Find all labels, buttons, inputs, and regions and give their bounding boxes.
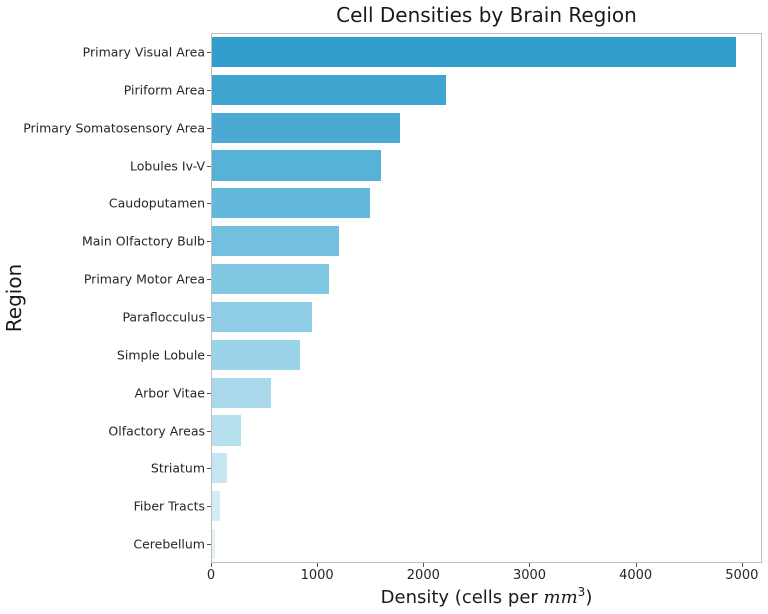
y-tick-label: Arbor Vitae [134,385,205,401]
bar [212,491,220,522]
y-tick-label: Primary Visual Area [82,44,205,60]
y-tick-mark [207,51,211,53]
y-tick-label: Main Olfactory Bulb [81,233,205,249]
bar [212,150,381,181]
y-tick-mark [207,392,211,394]
y-tick-label: Primary Motor Area [83,271,205,287]
bar [212,112,400,143]
x-axis-label-suffix: ) [585,587,593,608]
x-axis-label: Density (cells per mm3) [211,585,762,608]
x-tick-label: 3000 [512,568,547,583]
chart-title: Cell Densities by Brain Region [336,3,637,27]
plot-area [211,33,762,563]
y-tick-mark [207,203,211,205]
y-tick-mark [207,316,211,318]
bar [212,301,312,333]
bar [212,74,446,105]
y-tick-label: Paraflocculus [122,309,205,325]
bar [212,36,737,68]
y-tick-label: Fiber Tracts [133,498,205,514]
x-axis-label-exponent: 3 [577,585,586,599]
x-tick-mark [635,563,637,567]
bar [212,226,340,257]
y-tick-label: Olfactory Areas [108,423,205,438]
bar [212,188,371,219]
x-tick-mark [317,563,319,567]
y-tick-mark [207,89,211,91]
bar [212,453,227,484]
y-tick-mark [207,279,211,281]
bar [212,528,215,560]
bar [212,415,242,446]
x-tick-label: 4000 [619,568,653,583]
bar [212,263,329,295]
x-tick-label: 5000 [725,568,759,583]
bar [212,377,272,408]
y-tick-mark [207,165,211,167]
x-tick-label: 2000 [406,568,440,583]
y-tick-label: Primary Somatosensory Area [23,120,205,136]
y-tick-mark [207,430,211,432]
y-tick-mark [207,354,211,356]
y-tick-label: Striatum [150,460,205,476]
y-tick-mark [207,544,211,546]
y-tick-label: Lobules Iv-V [130,158,205,173]
y-tick-mark [207,506,211,508]
x-tick-mark [529,563,531,567]
x-tick-mark [211,563,212,567]
y-axis-label: Region [2,263,26,333]
y-tick-mark [207,468,211,470]
x-tick-mark [741,563,743,567]
y-tick-mark [207,241,211,243]
y-tick-label: Cerebellum [133,536,205,552]
x-axis-label-unit: mm [543,587,578,608]
x-tick-mark [423,563,425,567]
x-axis-label-prefix: Density (cells per [380,587,544,608]
x-tick-label: 0 [206,568,216,583]
x-tick-label: 1000 [300,568,334,583]
y-tick-label: Piriform Area [123,82,205,98]
bar [212,339,300,370]
y-tick-label: Caudoputamen [108,195,205,211]
y-tick-mark [207,127,211,129]
y-tick-label: Simple Lobule [116,347,205,363]
